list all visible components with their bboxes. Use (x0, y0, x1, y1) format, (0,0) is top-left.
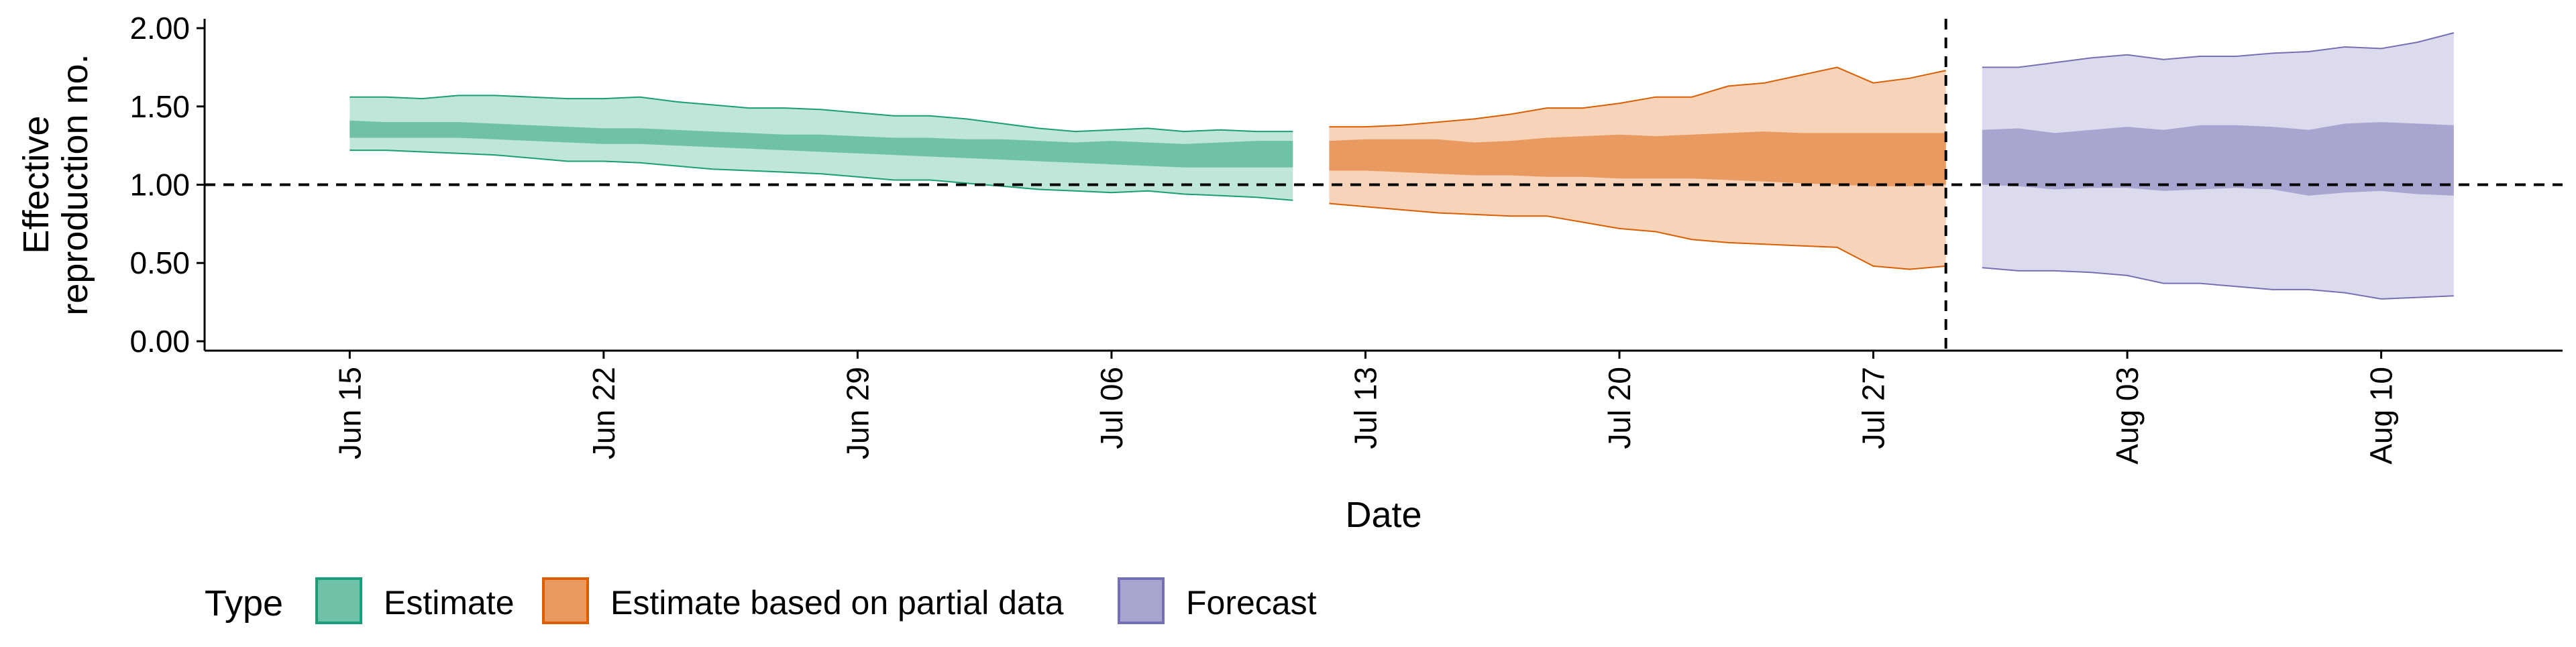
y-tick-label: 0.50 (129, 245, 190, 280)
y-tick-label: 1.50 (129, 89, 190, 124)
y-axis-label-line-2: reproduction no. (55, 54, 95, 315)
series-1-upper-edge (1329, 66, 1946, 128)
legend: Type Estimate Estimate based on partial d… (205, 577, 1317, 624)
legend-label: Estimate (384, 584, 515, 622)
x-tick-label: Jul 27 (1856, 367, 1891, 449)
series-0-band-50 (350, 120, 1293, 168)
x-tick-label: Aug 10 (2364, 367, 2399, 465)
series-0 (350, 95, 1293, 201)
series-2-lower-edge (1982, 267, 2454, 300)
legend-item-2: Forecast (1118, 577, 1317, 624)
series-layer (350, 32, 2455, 300)
x-tick-label: Jul 20 (1602, 367, 1637, 449)
series-1 (1329, 66, 1946, 270)
legend-item-1: Estimate based on partial data (542, 577, 1064, 624)
series-1-lower-edge (1329, 202, 1946, 270)
x-tick-label: Jul 13 (1348, 367, 1383, 449)
y-tick-label: 2.00 (129, 11, 190, 46)
legend-swatch (542, 577, 589, 624)
x-tick-label: Jul 06 (1094, 367, 1129, 449)
x-axis-label: Date (1345, 495, 1421, 535)
axes: 0.000.501.001.502.00 Jun 15 Jun 22 Jun 29 J… (129, 11, 2563, 465)
y-axis-label-line-1: Effective (16, 115, 56, 253)
legend-title: Type (205, 583, 283, 624)
series-1-band-50 (1329, 131, 1946, 186)
series-2-band-50 (1982, 122, 2454, 196)
y-tick-label: 1.00 (129, 168, 190, 202)
legend-label: Forecast (1186, 584, 1317, 622)
legend-items: Estimate Estimate based on partial data Fo… (315, 577, 1317, 624)
legend-item-0: Estimate (315, 577, 515, 624)
y-ticks: 0.00 0.50 1.00 1.50 2.00 (129, 11, 205, 359)
x-tick-label: Aug 03 (2110, 367, 2145, 465)
series-0-upper-edge (350, 95, 1293, 133)
legend-swatch (315, 577, 362, 624)
x-ticks: Jun 15 Jun 22 Jun 29 Jul 06 Jul 13 Jul 20 Jul … (332, 351, 2399, 465)
y-tick-label: 0.00 (129, 324, 190, 359)
x-tick-label: Jun 15 (332, 367, 367, 459)
series-2 (1982, 32, 2455, 300)
series-0-lower-edge (350, 150, 1293, 201)
legend-label: Estimate based on partial data (610, 584, 1064, 622)
series-2-upper-edge (1982, 32, 2455, 68)
legend-swatch (1118, 577, 1165, 624)
x-tick-label: Jun 22 (586, 367, 621, 459)
x-tick-label: Jun 29 (840, 367, 875, 459)
